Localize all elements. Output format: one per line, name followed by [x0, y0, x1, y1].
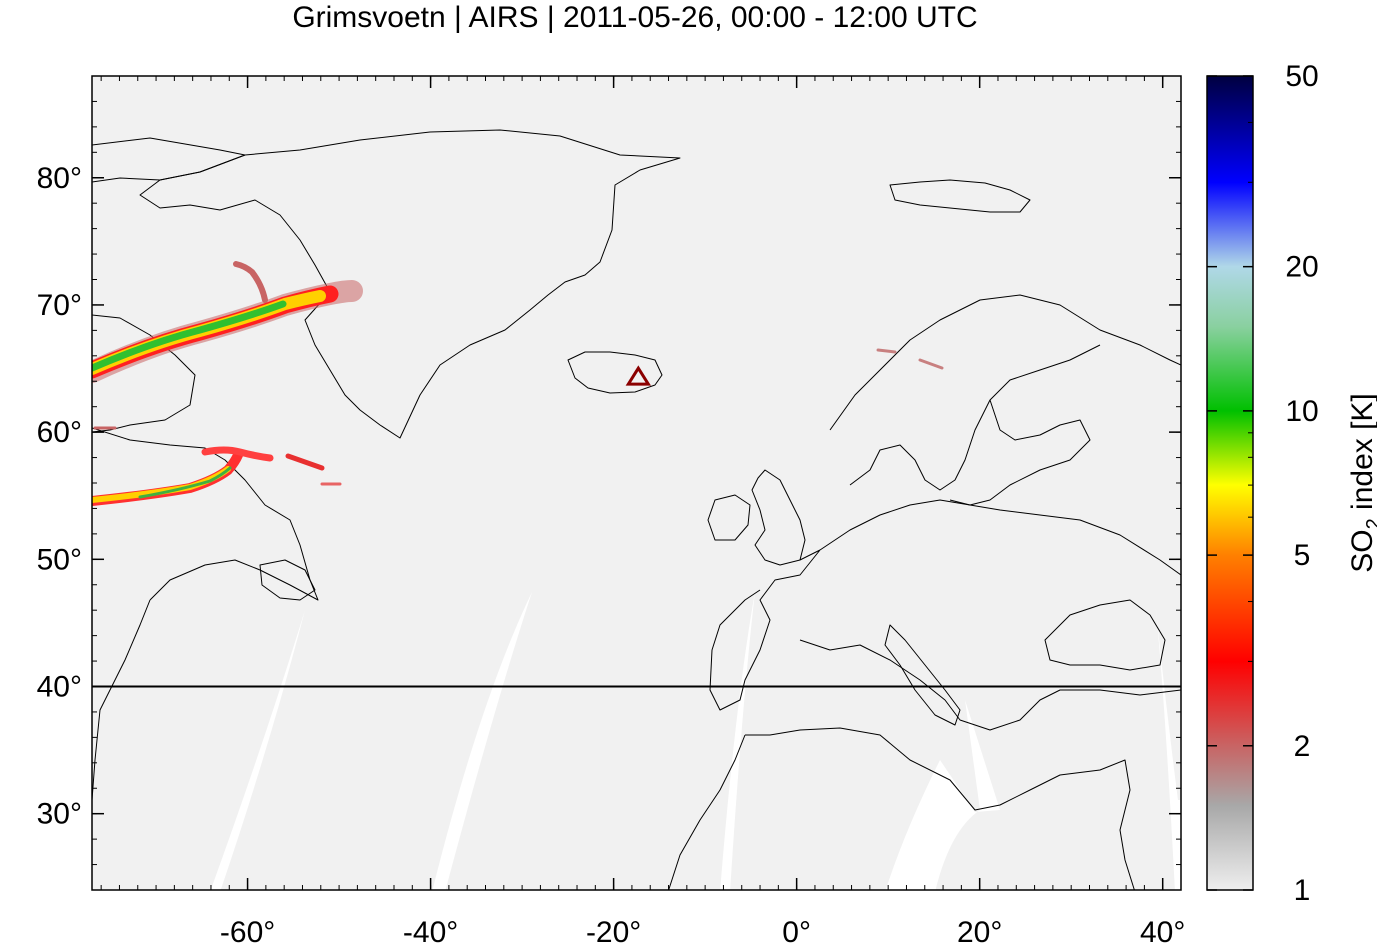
labrador-coastline	[92, 427, 319, 601]
colorbar-tick-label: 1	[1294, 874, 1311, 907]
y-tick-label: 40°	[37, 671, 82, 704]
africa-coastline	[668, 734, 746, 890]
swath-gap	[885, 700, 1000, 890]
mediterranean-coastline	[745, 639, 1181, 890]
eastcoast-na-coastline	[92, 599, 151, 801]
so2-plumes	[92, 261, 944, 506]
volcano-triangle-icon	[625, 365, 652, 386]
x-tick-label: -40°	[403, 916, 458, 949]
italy-coastline	[884, 624, 961, 726]
y-axis: 30° 40° 50° 60° 70° 80°	[37, 75, 1181, 866]
coastlines	[92, 129, 1181, 890]
y-tick-label: 30°	[37, 798, 82, 831]
scandinavia-coastline	[829, 294, 1181, 491]
newfoundland-coastline	[259, 559, 316, 601]
colorbar-label: SO2 index [K]	[1346, 393, 1377, 573]
iceland-coastline	[567, 351, 663, 394]
plume-offshore-1	[285, 453, 325, 471]
colorbar-tick-label: 50	[1285, 60, 1318, 93]
colorbar-axis: 1 2 5 10 20 50	[1207, 60, 1319, 907]
swath-gap	[720, 592, 755, 890]
colorbar-tick-label: 10	[1285, 395, 1318, 428]
plume-greenland-core	[92, 300, 287, 372]
plume-norway	[876, 348, 944, 370]
plume-labrador-hook	[201, 446, 274, 462]
colorbar-label-rest: index [K]	[1346, 393, 1377, 518]
y-tick-label: 80°	[37, 162, 82, 195]
colorbar-tick-label: 5	[1294, 539, 1311, 572]
ireland-coastline	[707, 494, 751, 541]
y-tick-label: 70°	[37, 289, 82, 322]
ellesmere-coastline	[92, 137, 246, 183]
swath-gaps	[210, 592, 1181, 890]
colorbar-tick-label: 2	[1294, 730, 1311, 763]
x-tick-label: 0°	[782, 916, 811, 949]
plume-greenland-branch	[233, 261, 268, 303]
greenland-coastline	[139, 129, 681, 439]
map-title: Grimsvoetn | AIRS | 2011-05-26, 00:00 - …	[292, 1, 978, 34]
blacksea-coastline	[1044, 599, 1166, 671]
colorbar-label-main: SO	[1346, 529, 1377, 572]
colorbar-tick-label: 20	[1285, 251, 1318, 284]
swath-gap	[432, 592, 532, 890]
plume-labrador-core	[138, 466, 232, 499]
x-tick-label: -20°	[586, 916, 641, 949]
baltic-coastline	[949, 399, 1091, 506]
y-tick-label: 50°	[37, 543, 82, 576]
x-tick-label: 20°	[957, 916, 1002, 949]
uk-coastline	[751, 469, 806, 566]
swath-gap	[1155, 600, 1181, 890]
europe-coastline	[709, 499, 1181, 711]
svalbard-coastline	[889, 179, 1031, 213]
x-tick-label: 40°	[1140, 916, 1185, 949]
colorbar-label-subscript: 2	[1363, 518, 1377, 529]
x-tick-label: -60°	[220, 916, 275, 949]
colorbar	[1206, 75, 1254, 891]
baffin-coastline	[92, 314, 196, 433]
x-axis: -60° -40° -20° 0° 20° 40°	[100, 76, 1185, 949]
y-tick-label: 60°	[37, 416, 82, 449]
